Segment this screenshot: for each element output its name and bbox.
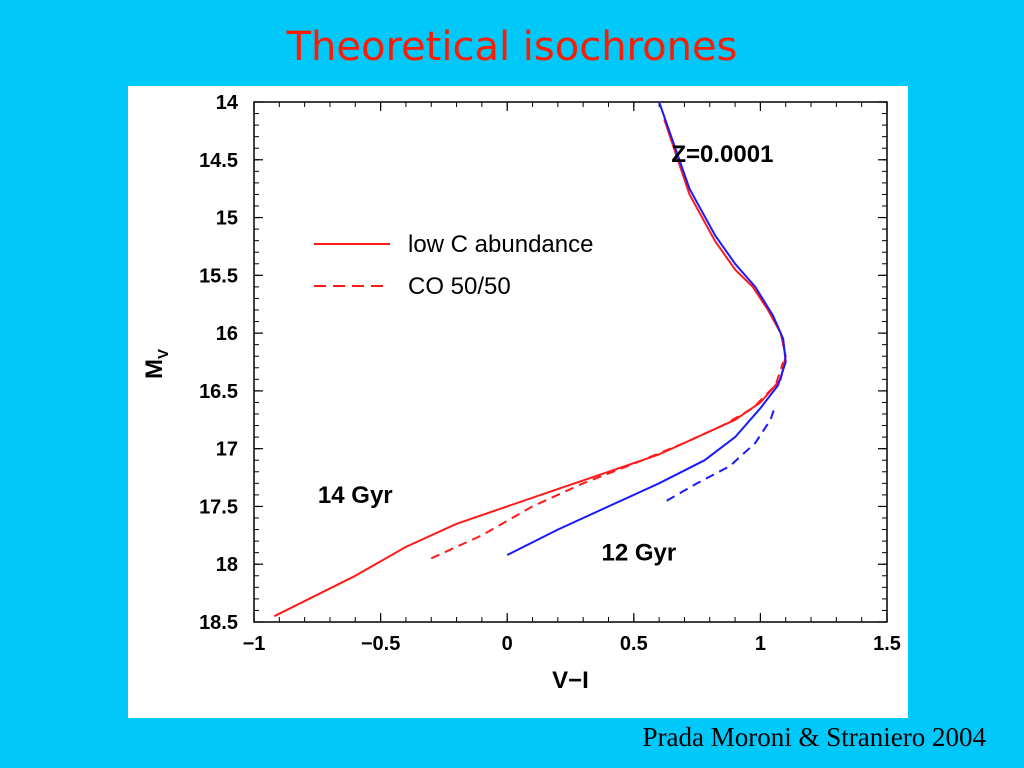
x-tick-label: 1 bbox=[755, 633, 766, 655]
y-tick-label: 14 bbox=[216, 92, 239, 114]
x-tick-label: −1 bbox=[243, 633, 266, 655]
x-tick-label: 0.5 bbox=[620, 633, 648, 655]
plot-panel: −1 −0.5 0 0.5 1 1.5 14 14.5 15 15.5 16 16.5 17 17.5 18… bbox=[128, 86, 908, 718]
y-axis-title-main: M bbox=[141, 359, 168, 379]
y-axis-title-subscript: V bbox=[155, 349, 172, 359]
annotation-1: 14 Gyr bbox=[318, 482, 393, 509]
y-axis-title: MV bbox=[141, 349, 172, 379]
isochrone-chart: −1 −0.5 0 0.5 1 1.5 14 14.5 15 15.5 16 16.5 17 17.5 18… bbox=[141, 92, 901, 694]
x-tick-label: 1.5 bbox=[873, 633, 901, 655]
legend-label-1: CO 50/50 bbox=[408, 273, 511, 300]
series-line-0 bbox=[273, 118, 787, 618]
citation: Prada Moroni & Straniero 2004 bbox=[642, 722, 986, 752]
y-tick-label: 17.5 bbox=[199, 496, 238, 518]
y-tick-label: 17 bbox=[216, 439, 238, 461]
y-tick-label: 15 bbox=[216, 208, 238, 230]
plot-frame bbox=[253, 101, 888, 623]
x-tick-label: −0.5 bbox=[361, 633, 400, 655]
y-tick-label: 18 bbox=[216, 554, 238, 576]
annotation-0: Z=0.0001 bbox=[671, 141, 773, 168]
y-tick-label: 14.5 bbox=[199, 150, 238, 172]
y-tick-label: 16 bbox=[216, 323, 238, 345]
y-tick-label: 16.5 bbox=[199, 381, 238, 403]
annotation-2: 12 Gyr bbox=[602, 540, 677, 567]
y-tick-label: 15.5 bbox=[199, 265, 238, 287]
x-tick-label: 0 bbox=[502, 633, 513, 655]
series-line-3 bbox=[666, 404, 777, 502]
series-line-2 bbox=[506, 101, 787, 556]
legend-label-0: low C abundance bbox=[408, 231, 593, 258]
y-tick-label: 18.5 bbox=[199, 612, 238, 634]
series-line-1 bbox=[430, 361, 785, 560]
x-axis-title: V−I bbox=[552, 667, 589, 694]
slide-title: Theoretical isochrones bbox=[286, 24, 738, 70]
y-axis-title-group: MV bbox=[141, 349, 172, 379]
